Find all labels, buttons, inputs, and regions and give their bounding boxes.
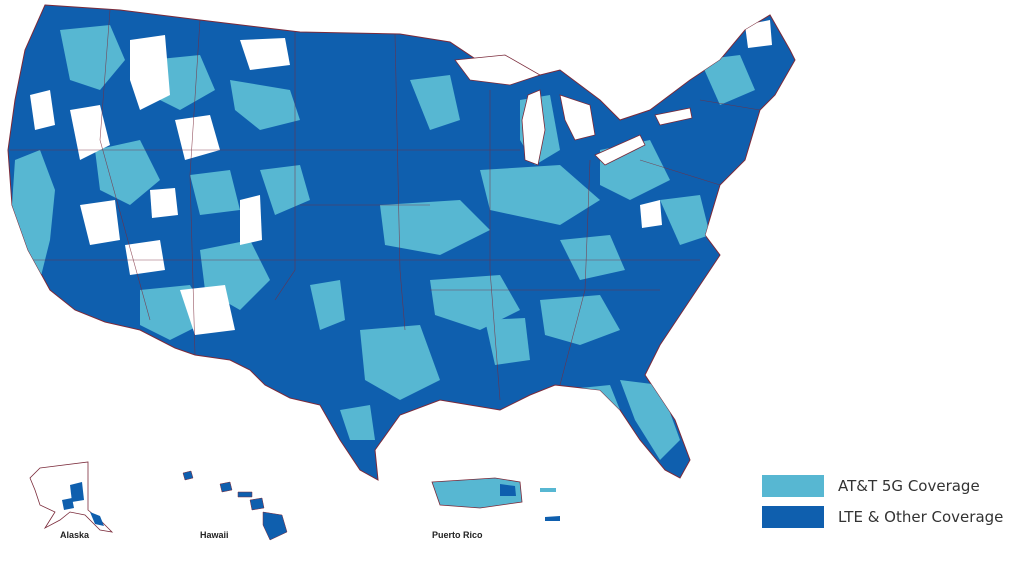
hawaii-label: Hawaii [200,530,229,540]
hawaii-kauai [182,470,194,481]
hawaii-molokai [237,491,253,498]
alaska-inset [29,461,114,533]
puerto-rico-label: Puerto Rico [432,530,483,540]
no-coverage-patches [30,20,772,335]
legend-swatch-lte [762,506,824,528]
legend-label-5g: AT&T 5G Coverage [838,477,980,495]
state-borders [10,9,761,401]
alaska-label: Alaska [60,530,90,540]
legend-item-lte: LTE & Other Coverage [762,505,1003,529]
lake-ontario [654,107,693,126]
map-legend: AT&T 5G Coverage LTE & Other Coverage [762,474,1003,536]
hawaii-inset [182,470,288,541]
lake-michigan [521,89,546,166]
lake-superior [454,54,541,86]
hawaii-maui [249,497,265,511]
legend-label-lte: LTE & Other Coverage [838,508,1004,526]
contiguous-us [7,4,796,481]
hawaii-oahu [219,481,233,493]
puerto-rico-inset [431,477,560,521]
hawaii-big-island [262,511,288,541]
lake-erie [594,134,646,166]
puerto-rico-shape [431,477,523,509]
legend-item-5g: AT&T 5G Coverage [762,474,1003,498]
legend-swatch-5g [762,475,824,497]
lake-huron [559,94,596,141]
great-lakes [454,54,693,166]
